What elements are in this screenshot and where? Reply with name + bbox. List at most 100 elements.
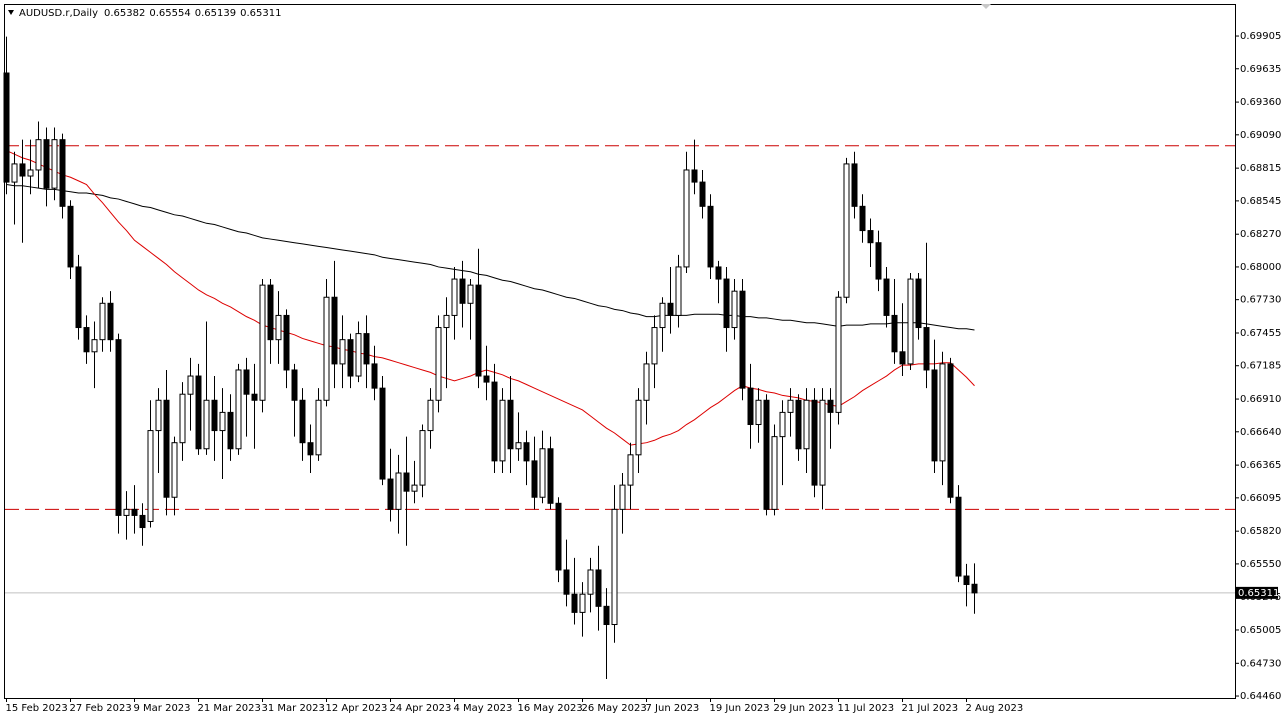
candle-body: [779, 411, 786, 438]
moving-average: [6, 184, 975, 331]
candle-body: [499, 399, 506, 462]
x-tick-label: 15 Feb 2023: [6, 703, 68, 714]
candle-body: [163, 399, 170, 498]
candle-body: [267, 284, 274, 341]
candle-body: [763, 399, 770, 510]
candle-body: [27, 169, 34, 177]
candle-body: [627, 454, 634, 486]
y-tick-label: 0.67455: [1240, 328, 1281, 339]
candle-body: [235, 369, 242, 450]
candle-body: [755, 399, 762, 426]
candle-body: [939, 363, 946, 462]
candle-body: [827, 399, 834, 413]
candle-body: [83, 327, 90, 353]
candle-body: [379, 387, 386, 480]
y-tick-label: 0.65005: [1240, 625, 1281, 636]
candle-body: [947, 363, 954, 498]
candle-body: [75, 266, 82, 329]
candle-body: [635, 399, 642, 456]
candle-body: [459, 278, 466, 304]
y-tick-label: 0.65550: [1240, 559, 1281, 570]
candle-body: [227, 411, 234, 450]
header: AUDUSD.r,Daily 0.65382 0.65554 0.65139 0.653…: [19, 8, 281, 19]
candle-body: [931, 369, 938, 462]
candle-body: [219, 411, 226, 432]
candle-body: [867, 230, 874, 244]
x-tick-label: 11 Jul 2023: [838, 703, 895, 714]
candle-body: [195, 375, 202, 450]
y-tick-label: 0.66095: [1240, 493, 1281, 504]
candle-body: [339, 339, 346, 365]
x-tick-label: 24 Apr 2023: [390, 703, 452, 714]
candle-body: [323, 296, 330, 401]
y-tick-label: 0.65820: [1240, 526, 1281, 537]
y-tick-label: 0.69905: [1240, 31, 1281, 42]
candle-body: [307, 442, 314, 456]
plot-layer: 0.69905 0.69635 0.69360 0.69090 0.68815 0.685…: [3, 31, 1281, 714]
candle-body: [851, 163, 858, 207]
x-tick-label: 26 May 2023: [582, 703, 647, 714]
candle-body: [283, 314, 290, 371]
candle-body: [891, 314, 898, 353]
x-tick-label: 21 Mar 2023: [198, 703, 261, 714]
y-tick-label: 0.64730: [1240, 658, 1281, 669]
candle-body: [843, 163, 850, 298]
candle-body: [659, 302, 666, 329]
candle-body: [11, 163, 18, 183]
candle-body: [723, 278, 730, 329]
plot-frame: [4, 4, 1236, 699]
candle-body: [251, 393, 258, 401]
candle-body: [515, 442, 522, 450]
candle-body: [747, 387, 754, 426]
candle-body: [171, 442, 178, 498]
shift-marker: [981, 4, 991, 9]
candle-body: [483, 375, 490, 383]
candle-body: [275, 314, 282, 341]
candle-body: [187, 375, 194, 395]
candle-body: [371, 363, 378, 389]
candle-body: [147, 430, 154, 522]
candle-body: [523, 442, 530, 462]
candle-body: [43, 139, 50, 189]
x-tick-label: 7 Jun 2023: [646, 703, 700, 714]
candle-body: [291, 369, 298, 401]
x-tick-label: 27 Feb 2023: [70, 703, 132, 714]
y-tick-label: 0.68545: [1240, 196, 1281, 207]
candle-body: [587, 569, 594, 595]
y-tick-label: 0.69635: [1240, 64, 1281, 75]
candle-body: [211, 399, 218, 432]
candle-body: [451, 278, 458, 316]
candle-body: [531, 460, 538, 498]
candle-body: [739, 290, 746, 389]
x-tick-label: 21 Jul 2023: [902, 703, 959, 714]
candle-body: [403, 472, 410, 492]
candle-body: [675, 266, 682, 316]
candle-body: [331, 296, 338, 365]
candle-body: [571, 593, 578, 613]
candle-body: [595, 569, 602, 607]
candle-body: [411, 484, 418, 492]
header-low: 0.65139: [195, 8, 236, 19]
candle-body: [347, 339, 354, 377]
candle-body: [51, 139, 58, 189]
candle-body: [507, 399, 514, 450]
candle-body: [859, 205, 866, 232]
menu-arrow: [8, 10, 14, 15]
candle-body: [787, 399, 794, 413]
price-label: 0.65311: [1238, 588, 1279, 599]
candle-body: [603, 605, 610, 626]
candle-body: [243, 369, 250, 395]
x-tick-label: 31 Mar 2023: [262, 703, 325, 714]
y-tick-label: 0.66365: [1240, 460, 1281, 471]
y-tick-label: 0.66640: [1240, 427, 1281, 438]
y-tick-label: 0.69090: [1240, 130, 1281, 141]
candle-body: [155, 399, 162, 432]
y-tick-label: 0.69360: [1240, 97, 1281, 108]
header-close: 0.65311: [240, 8, 281, 19]
candle-body: [67, 205, 74, 268]
x-tick-label: 12 Apr 2023: [326, 703, 388, 714]
candle-body: [803, 399, 810, 450]
candle-body: [907, 278, 914, 365]
y-tick-label: 0.68000: [1240, 262, 1281, 273]
y-tick-label: 0.68815: [1240, 163, 1281, 174]
